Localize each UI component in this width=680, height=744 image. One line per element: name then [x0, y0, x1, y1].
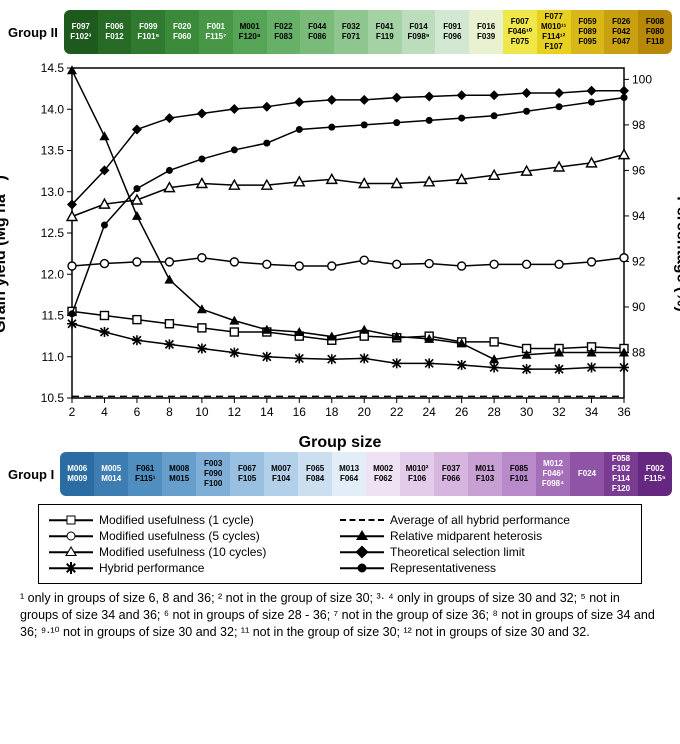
svg-text:90: 90 [632, 300, 646, 314]
group2-color-bar: F097F102³F006F012F099F101⁶F020F060F001F1… [64, 10, 672, 54]
svg-text:92: 92 [632, 254, 646, 268]
group1-color-bar: M006M009M005M014F061F115¹M008M015F003F09… [60, 452, 672, 496]
svg-text:2: 2 [69, 405, 76, 419]
svg-text:96: 96 [632, 163, 646, 177]
legend-item: Theoretical selection limit [340, 545, 631, 559]
color-cell: F003F090F100 [196, 452, 230, 496]
color-cell: F020F060 [165, 10, 199, 54]
color-cell: F024 [570, 452, 604, 496]
color-cell: F059F089F095 [571, 10, 605, 54]
svg-text:16: 16 [293, 405, 307, 419]
color-cell: F085F101 [502, 452, 536, 496]
svg-text:14.0: 14.0 [41, 102, 65, 116]
color-cell: F061F115¹ [128, 452, 162, 496]
color-cell: F022F083 [267, 10, 301, 54]
svg-text:10: 10 [195, 405, 209, 419]
svg-text:100: 100 [632, 72, 652, 86]
legend-col-right: Average of all hybrid performance Relativ… [340, 511, 631, 577]
color-cell: F099F101⁶ [131, 10, 165, 54]
y-left-axis-label: Grain yield (Mg ha⁻¹) [0, 175, 10, 333]
svg-text:14.5: 14.5 [41, 61, 65, 75]
color-cell: F016F039 [469, 10, 503, 54]
legend-item: Representativeness [340, 561, 631, 575]
color-cell: F037F066 [434, 452, 468, 496]
group2-label: Group II [8, 25, 58, 40]
color-cell: M006M009 [60, 452, 94, 496]
svg-text:12.5: 12.5 [41, 226, 65, 240]
color-cell: F065F084 [298, 452, 332, 496]
color-cell: M011F103 [468, 452, 502, 496]
svg-text:24: 24 [422, 405, 436, 419]
svg-text:14: 14 [260, 405, 274, 419]
legend-item: Modified usefulness (10 cycles) [49, 545, 340, 559]
svg-text:8: 8 [166, 405, 173, 419]
color-cell: F044F086 [300, 10, 334, 54]
svg-text:11.0: 11.0 [42, 350, 65, 364]
svg-text:36: 36 [617, 405, 631, 419]
footnotes: ¹ only in groups of size 6, 8 and 36; ² … [20, 590, 660, 641]
color-cell: F008F080F118 [638, 10, 672, 54]
y-right-axis-label: Percentage (%) [673, 196, 680, 312]
color-cell: F001F115⁷ [199, 10, 233, 54]
color-cell: F032F071 [334, 10, 368, 54]
legend-item: Modified usefulness (1 cycle) [49, 513, 340, 527]
svg-text:34: 34 [585, 405, 599, 419]
legend-box: Modified usefulness (1 cycle) Modified us… [38, 504, 642, 584]
svg-text:13.5: 13.5 [41, 144, 65, 158]
svg-text:30: 30 [520, 405, 534, 419]
color-cell: F014F098⁹ [402, 10, 436, 54]
legend-item: Hybrid performance [49, 561, 340, 575]
svg-text:12: 12 [228, 405, 242, 419]
color-cell: M007F104 [264, 452, 298, 496]
color-cell: F058F102F114F120 [604, 452, 638, 496]
color-cell: F067F105 [230, 452, 264, 496]
svg-text:4: 4 [101, 405, 108, 419]
color-cell: M002F062 [366, 452, 400, 496]
svg-text:18: 18 [325, 405, 339, 419]
color-cell: M001F120⁸ [233, 10, 267, 54]
legend-col-left: Modified usefulness (1 cycle) Modified us… [49, 511, 340, 577]
svg-text:88: 88 [632, 345, 646, 359]
chart-svg: 2468101214161820222426283032343610.511.0… [8, 58, 672, 450]
color-cell: M010²F106 [400, 452, 434, 496]
svg-text:10.5: 10.5 [41, 391, 65, 405]
x-axis-label: Group size [299, 434, 382, 452]
svg-text:20: 20 [358, 405, 372, 419]
group1-label: Group I [8, 467, 54, 482]
color-cell: F002F115⁵ [638, 452, 672, 496]
color-cell: F041F119 [368, 10, 402, 54]
legend-item: Average of all hybrid performance [340, 513, 631, 527]
legend-item: Relative midparent heterosis [340, 529, 631, 543]
color-cell: F097F102³ [64, 10, 98, 54]
color-cell: M013F064 [332, 452, 366, 496]
svg-text:6: 6 [134, 405, 141, 419]
color-cell: F091F096 [435, 10, 469, 54]
color-cell: F007F046¹⁰F075 [503, 10, 537, 54]
svg-text:12.0: 12.0 [41, 267, 65, 281]
group1-bar-row: Group I M006M009M005M014F061F115¹M008M01… [8, 452, 672, 496]
svg-text:22: 22 [390, 405, 404, 419]
svg-text:26: 26 [455, 405, 469, 419]
group2-bar-row: Group II F097F102³F006F012F099F101⁶F020F… [8, 10, 672, 54]
color-cell: F077M010¹¹F114¹²F107 [537, 10, 571, 54]
color-cell: M012F046³F098⁴ [536, 452, 570, 496]
color-cell: M005M014 [94, 452, 128, 496]
svg-text:32: 32 [552, 405, 566, 419]
svg-text:94: 94 [632, 209, 646, 223]
svg-text:28: 28 [487, 405, 501, 419]
color-cell: F006F012 [98, 10, 132, 54]
svg-text:11.5: 11.5 [42, 309, 65, 323]
legend-item: Modified usefulness (5 cycles) [49, 529, 340, 543]
svg-text:13.0: 13.0 [41, 185, 65, 199]
color-cell: F026F042F047 [604, 10, 638, 54]
svg-text:98: 98 [632, 118, 646, 132]
chart-container: Grain yield (Mg ha⁻¹) Percentage (%) Gro… [8, 58, 672, 450]
color-cell: M008M015 [162, 452, 196, 496]
